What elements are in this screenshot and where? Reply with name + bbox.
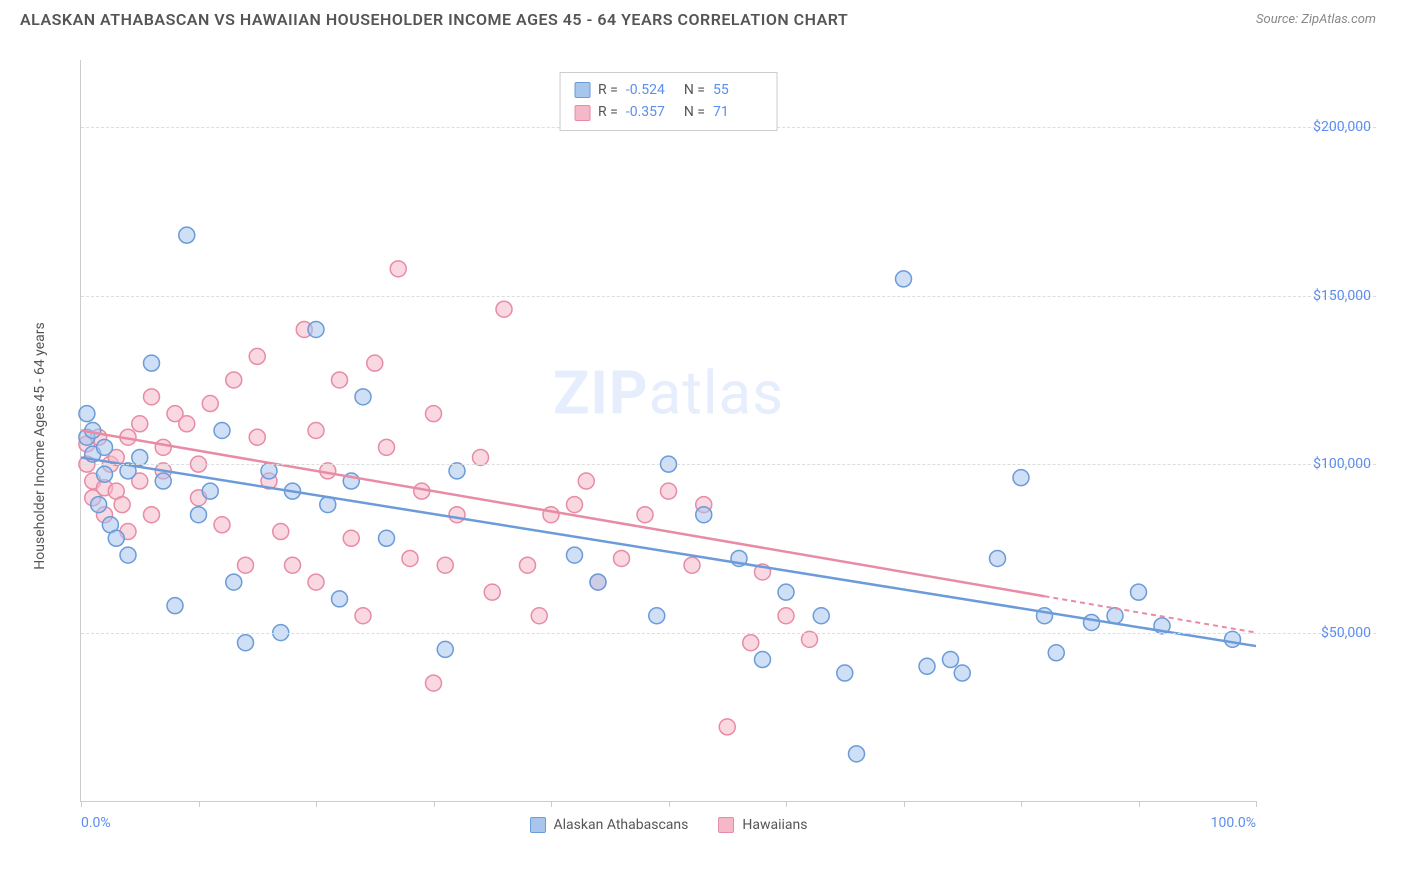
legend-item-1: Hawaiians [718,817,807,833]
chart-container: Householder Income Ages 45 - 64 years ZI… [50,50,1376,842]
swatch-pink [574,105,590,121]
swatch-blue [574,82,590,98]
stats-row-1: R = -0.357 N = 71 [574,101,763,123]
stats-legend: R = -0.524 N = 55 R = -0.357 N = 71 [559,72,778,131]
plot-area: ZIPatlas R = -0.524 N = 55 R = -0.357 N … [80,60,1256,802]
swatch-blue-icon [530,817,546,833]
source-label: Source: ZipAtlas.com [1256,12,1376,27]
bottom-legend: Alaskan Athabascans Hawaiians [530,817,808,833]
legend-label-0: Alaskan Athabascans [554,817,689,833]
plot-svg [81,60,1256,801]
chart-title: ALASKAN ATHABASCAN VS HAWAIIAN HOUSEHOLD… [20,10,848,29]
legend-item-0: Alaskan Athabascans [530,817,689,833]
stats-row-0: R = -0.524 N = 55 [574,79,763,101]
legend-label-1: Hawaiians [742,817,807,833]
swatch-pink-icon [718,817,734,833]
y-axis-label: Householder Income Ages 45 - 64 years [32,322,48,569]
